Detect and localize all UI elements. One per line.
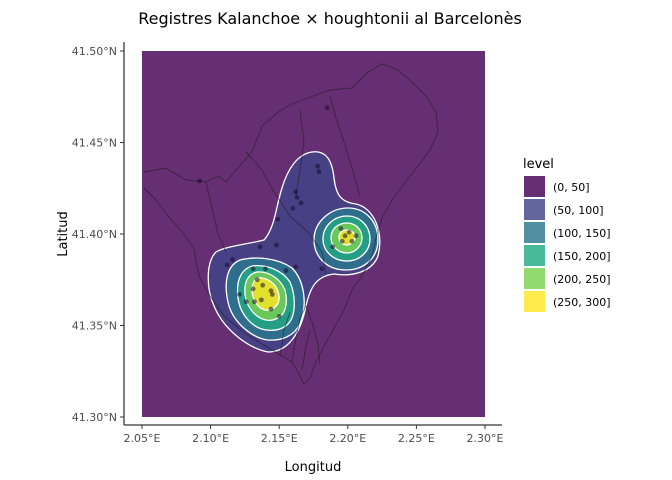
observation-point xyxy=(316,169,322,175)
legend-swatch xyxy=(524,268,545,289)
district-boundary-2 xyxy=(295,109,305,197)
x-tick-label: 2.30°E xyxy=(467,432,504,445)
observation-point xyxy=(274,242,279,248)
observation-point xyxy=(330,244,336,250)
legend-label: (0, 50] xyxy=(553,181,590,194)
observation-point xyxy=(275,216,281,222)
legend-swatch xyxy=(524,176,545,197)
harbour-line-2 xyxy=(301,329,311,371)
observation-point xyxy=(263,266,268,272)
legend-label: (200, 250] xyxy=(553,273,611,286)
observation-point xyxy=(197,178,203,184)
observation-point xyxy=(346,229,352,235)
observation-point xyxy=(293,189,299,195)
y-tick-label: 41.35°N xyxy=(72,320,117,333)
observation-point xyxy=(258,297,264,303)
harbour-line-1 xyxy=(279,311,291,357)
x-axis-ticks: 2.05°E 2.10°E 2.15°E 2.20°E 2.25°E 2.30°E xyxy=(124,425,504,445)
district-boundary-4 xyxy=(205,181,227,253)
observation-point xyxy=(252,299,257,305)
x-tick-label: 2.05°E xyxy=(124,432,161,445)
y-tick-label: 41.30°N xyxy=(72,411,117,424)
barcelones-outline xyxy=(143,63,439,385)
observation-points xyxy=(197,105,359,319)
legend-swatch xyxy=(524,222,545,243)
region-boundary xyxy=(143,63,439,385)
legend-swatch xyxy=(524,291,545,312)
observation-point xyxy=(250,266,256,272)
observation-point xyxy=(269,291,275,297)
observation-point xyxy=(342,233,348,239)
observation-point xyxy=(268,288,274,294)
observation-point xyxy=(319,266,325,272)
x-tick-label: 2.10°E xyxy=(192,432,229,445)
y-axis-title: Latitud xyxy=(56,211,71,257)
legend: level (0, 50] (50, 100] (100, 150] (150, 20… xyxy=(523,157,611,312)
observation-point xyxy=(260,282,266,288)
observation-point xyxy=(243,299,249,305)
x-axis-title: Longitud xyxy=(285,460,342,475)
legend-swatch xyxy=(524,199,545,220)
legend-label: (50, 100] xyxy=(553,204,604,217)
district-boundary-1 xyxy=(245,151,327,275)
observation-point xyxy=(250,286,256,292)
observation-point xyxy=(293,264,299,270)
y-axis-ticks: 41.30°N 41.35°N 41.40°N 41.45°N 41.50°N xyxy=(72,45,124,424)
legend-items: (0, 50] (50, 100] (100, 150] (150, 200] (200… xyxy=(524,176,611,312)
density-band-250-300 xyxy=(251,277,280,311)
y-tick-label: 41.40°N xyxy=(72,228,117,241)
observation-point xyxy=(230,257,235,263)
district-boundary-3 xyxy=(329,95,361,197)
y-tick-label: 41.50°N xyxy=(72,45,117,58)
observation-point xyxy=(339,238,345,244)
observation-point xyxy=(294,195,300,200)
x-tick-label: 2.20°E xyxy=(329,432,366,445)
legend-label: (100, 150] xyxy=(553,227,611,240)
chart-title: Registres Kalanchoe × houghtonii al Barc… xyxy=(138,9,522,28)
observation-point xyxy=(324,105,330,111)
legend-label: (250, 300] xyxy=(553,296,611,309)
density-surface xyxy=(142,51,485,417)
observation-point xyxy=(290,205,296,211)
observation-point xyxy=(338,226,344,231)
observation-point xyxy=(254,277,260,283)
observation-point xyxy=(315,163,321,169)
port-boundary xyxy=(291,304,321,365)
observation-point xyxy=(257,244,263,250)
legend-title: level xyxy=(523,157,554,172)
observation-point xyxy=(298,200,304,206)
observation-point xyxy=(276,313,282,319)
x-tick-label: 2.25°E xyxy=(398,432,435,445)
observation-point xyxy=(237,291,242,297)
legend-swatch xyxy=(524,245,545,266)
observation-point xyxy=(349,238,355,244)
legend-label: (150, 200] xyxy=(553,250,611,263)
observation-point xyxy=(268,306,274,312)
y-tick-label: 41.45°N xyxy=(72,137,117,150)
x-tick-label: 2.15°E xyxy=(261,432,298,445)
observation-point xyxy=(224,262,230,268)
observation-point xyxy=(283,268,289,273)
observation-point xyxy=(353,233,359,239)
